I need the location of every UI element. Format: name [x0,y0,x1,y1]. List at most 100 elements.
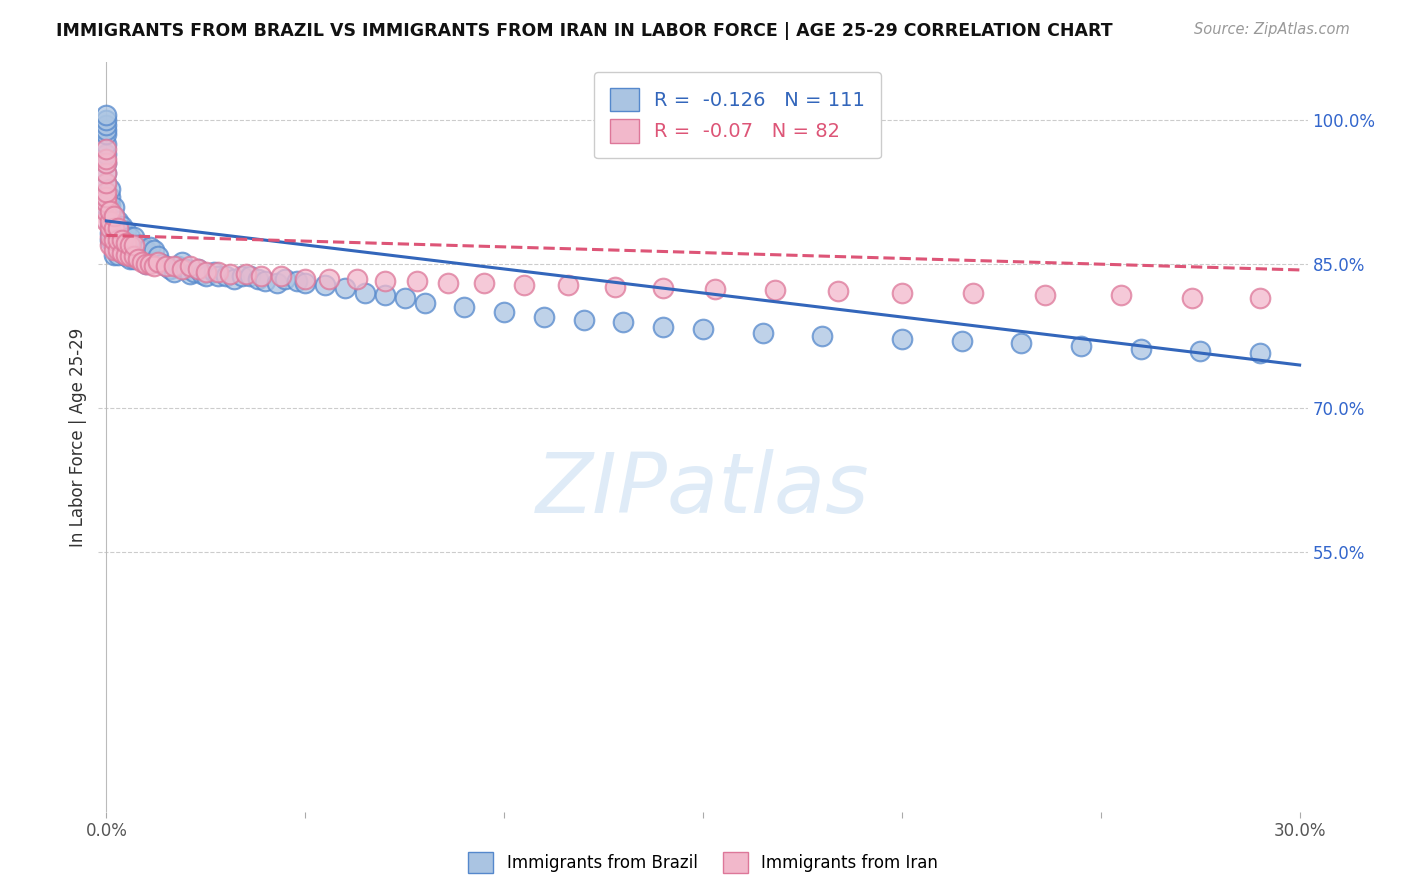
Point [1033,288,1056,302]
Point [131,238,153,252]
Point [139,240,162,254]
Point [127,250,149,264]
Point [239,268,262,283]
Point [115,247,138,261]
Point [135,257,157,271]
Point [890,332,912,346]
Point [354,285,377,300]
Point [111,245,134,260]
Point [1249,345,1271,359]
Point [98,233,121,247]
Point [413,295,436,310]
Point [170,262,193,277]
Point [1109,288,1132,302]
Point [150,257,173,271]
Point [191,267,214,281]
Point [187,262,209,277]
Point [950,334,973,348]
Point [890,285,912,300]
Point [222,271,245,285]
Point [207,268,229,283]
Point [1070,339,1092,353]
Point [612,315,634,329]
Point [96,113,118,128]
Point [98,227,121,241]
Point [1348,351,1371,366]
Point [96,128,118,142]
Point [96,118,118,132]
Point [111,238,134,252]
Point [98,204,121,219]
Point [107,230,129,244]
Point [96,108,118,122]
Point [103,233,125,247]
Point [962,285,984,300]
Point [692,322,714,336]
Point [652,281,675,295]
Point [98,204,121,219]
Point [98,211,121,225]
Text: IMMIGRANTS FROM BRAZIL VS IMMIGRANTS FROM IRAN IN LABOR FORCE | AGE 25-29 CORREL: IMMIGRANTS FROM BRAZIL VS IMMIGRANTS FRO… [56,22,1114,40]
Point [96,214,118,228]
Point [96,176,118,190]
Point [533,310,555,324]
Point [115,235,138,250]
Point [1181,291,1204,305]
Point [96,122,118,136]
Point [155,259,177,273]
Point [103,240,125,254]
Point [763,283,786,297]
Point [111,219,134,233]
Point [494,305,516,319]
Point [120,252,142,267]
Point [98,214,121,228]
Point [96,176,118,190]
Point [127,252,149,267]
Point [111,233,134,247]
Point [122,230,145,244]
Point [1189,343,1212,358]
Point [187,262,209,277]
Point [107,247,129,261]
Point [120,250,142,264]
Point [96,137,118,152]
Point [1129,342,1152,356]
Point [146,250,169,264]
Point [131,252,153,267]
Point [811,329,834,343]
Point [346,271,368,285]
Point [115,233,138,247]
Point [139,255,162,269]
Point [572,313,595,327]
Point [194,268,217,283]
Point [215,268,238,283]
Point [202,265,225,279]
Point [96,185,118,199]
Point [143,259,166,273]
Point [266,277,288,291]
Point [246,271,269,285]
Point [139,257,162,271]
Point [115,223,138,237]
Point [294,277,316,291]
Point [218,267,240,281]
Point [103,243,125,257]
Point [703,282,725,296]
Point [294,271,316,285]
Point [98,190,121,204]
Point [751,326,773,341]
Point [231,268,253,283]
Point [96,152,118,166]
Point [1360,293,1382,308]
Point [111,230,134,244]
Point [285,275,308,289]
Point [122,250,145,264]
Point [143,255,166,269]
Point [135,243,157,257]
Point [103,219,125,233]
Point [96,166,118,180]
Y-axis label: In Labor Force | Age 25-29: In Labor Force | Age 25-29 [69,327,87,547]
Point [127,238,149,252]
Point [394,291,416,305]
Point [235,267,257,281]
